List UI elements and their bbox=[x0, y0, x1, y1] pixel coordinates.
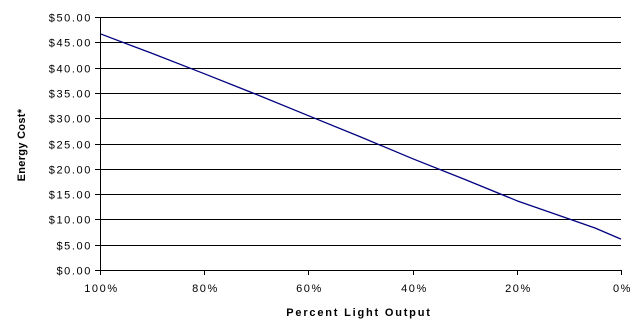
x-tick-label: 40% bbox=[401, 283, 428, 295]
y-tick-label: $25.00 bbox=[49, 140, 92, 152]
y-tick-label: $45.00 bbox=[49, 38, 92, 50]
x-tick-label: 100% bbox=[84, 283, 119, 295]
y-tick-label: $30.00 bbox=[49, 114, 92, 126]
y-tick-label: $15.00 bbox=[49, 190, 92, 202]
x-axis-title: Percent Light Output bbox=[286, 307, 431, 319]
y-tick-label: $10.00 bbox=[49, 215, 92, 227]
x-tick-label: 60% bbox=[296, 283, 323, 295]
plot-area bbox=[99, 33, 622, 240]
y-tick-label: $5.00 bbox=[56, 241, 92, 253]
x-tick-label: 80% bbox=[192, 283, 219, 295]
y-tick-labels: $0.00 $5.00 $10.00 $15.00 $20.00 $25.00 $30.00… bbox=[49, 13, 92, 278]
x-tick-label: 20% bbox=[505, 283, 532, 295]
x-tick-labels: 100% 80% 60% 40% 20% 0% bbox=[84, 283, 632, 295]
x-tick-label: 0% bbox=[613, 283, 632, 295]
axes bbox=[95, 17, 622, 275]
y-tick-label: $50.00 bbox=[49, 13, 92, 25]
y-axis-title: Energy Cost* bbox=[16, 108, 28, 181]
y-tick-label: $0.00 bbox=[56, 266, 92, 278]
y-tick-label: $35.00 bbox=[49, 89, 92, 101]
gridlines bbox=[100, 17, 621, 246]
y-tick-label: $20.00 bbox=[49, 165, 92, 177]
energy-cost-line bbox=[99, 33, 622, 240]
y-tick-label: $40.00 bbox=[49, 64, 92, 76]
